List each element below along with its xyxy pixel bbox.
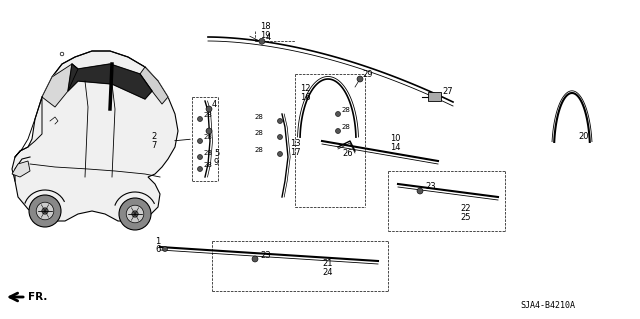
Text: 17: 17	[290, 148, 301, 157]
Circle shape	[417, 188, 423, 194]
Text: 16: 16	[300, 93, 310, 102]
Text: 25: 25	[460, 213, 470, 222]
Text: 5: 5	[214, 150, 220, 159]
Text: 21: 21	[322, 259, 333, 269]
Text: 20: 20	[578, 132, 589, 142]
Text: 28: 28	[204, 150, 213, 156]
Text: 18: 18	[260, 23, 271, 32]
Polygon shape	[140, 67, 168, 104]
Text: 23: 23	[425, 182, 436, 191]
Polygon shape	[12, 161, 30, 177]
Circle shape	[163, 247, 168, 251]
Text: 28: 28	[342, 107, 351, 113]
Polygon shape	[12, 51, 178, 221]
Circle shape	[126, 205, 144, 223]
Circle shape	[132, 211, 138, 217]
Circle shape	[60, 52, 64, 56]
Text: 26: 26	[342, 150, 353, 159]
Text: 28: 28	[255, 114, 264, 120]
Circle shape	[278, 118, 282, 123]
Text: 1: 1	[156, 236, 161, 246]
Text: SJA4-B4210A: SJA4-B4210A	[520, 300, 575, 309]
Text: FR.: FR.	[28, 292, 47, 302]
Polygon shape	[42, 64, 78, 107]
Circle shape	[252, 256, 258, 262]
Circle shape	[119, 198, 151, 230]
Text: 19: 19	[260, 31, 271, 40]
Circle shape	[198, 154, 202, 160]
Circle shape	[335, 112, 340, 116]
Text: 27: 27	[442, 86, 452, 95]
Circle shape	[278, 152, 282, 157]
Circle shape	[259, 38, 265, 44]
Text: 28: 28	[342, 124, 351, 130]
Circle shape	[278, 135, 282, 139]
Text: 4: 4	[212, 100, 217, 109]
Text: 12: 12	[300, 85, 310, 93]
Circle shape	[357, 76, 363, 82]
Polygon shape	[68, 64, 152, 99]
Text: 7: 7	[151, 141, 157, 150]
Circle shape	[335, 129, 340, 133]
Circle shape	[206, 128, 212, 134]
Text: 14: 14	[390, 143, 401, 152]
Text: 10: 10	[390, 135, 401, 144]
Circle shape	[29, 195, 61, 227]
Circle shape	[36, 202, 54, 220]
Text: 2: 2	[152, 132, 157, 142]
Text: 29: 29	[362, 70, 372, 79]
Text: 28: 28	[255, 147, 264, 153]
Text: 24: 24	[322, 268, 333, 277]
Circle shape	[198, 138, 202, 144]
Text: 6: 6	[156, 245, 161, 254]
Circle shape	[42, 208, 48, 214]
Text: 4: 4	[266, 33, 271, 42]
Text: 9: 9	[214, 158, 220, 167]
Text: 23: 23	[260, 250, 271, 259]
Text: 13: 13	[290, 139, 301, 149]
Text: 28: 28	[204, 112, 213, 118]
Text: 28: 28	[204, 162, 213, 168]
Text: 22: 22	[460, 204, 470, 213]
Text: 28: 28	[204, 134, 213, 140]
Text: 28: 28	[255, 130, 264, 136]
Circle shape	[198, 116, 202, 122]
FancyBboxPatch shape	[428, 93, 440, 101]
Circle shape	[198, 167, 202, 172]
Circle shape	[206, 106, 212, 112]
